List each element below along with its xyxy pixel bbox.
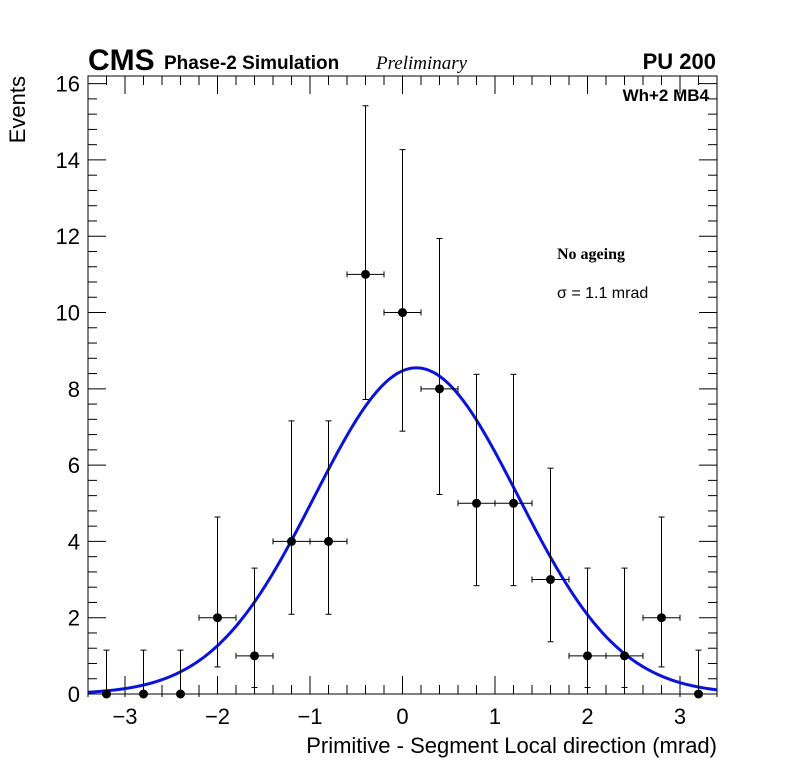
data-point xyxy=(124,649,163,699)
data-marker xyxy=(435,384,444,394)
y-tick-label: 6 xyxy=(68,453,80,478)
data-point xyxy=(161,649,200,699)
data-point xyxy=(642,516,681,668)
cms-label: CMS xyxy=(88,44,155,77)
x-tick-label: −2 xyxy=(205,704,230,729)
x-tick-label: 2 xyxy=(581,704,593,729)
data-marker xyxy=(176,689,185,699)
data-point xyxy=(87,649,126,699)
data-point xyxy=(420,238,459,495)
data-marker xyxy=(213,613,222,623)
y-axis-title: Events xyxy=(5,76,30,143)
y-tick-label: 2 xyxy=(68,606,80,631)
data-marker xyxy=(546,575,555,585)
data-point xyxy=(605,567,644,689)
y-tick-label: 4 xyxy=(68,529,80,554)
x-tick-label: −3 xyxy=(112,704,137,729)
data-point xyxy=(272,420,311,615)
data-point xyxy=(235,567,274,689)
resolution-label: σ = 1.1 mrad xyxy=(557,285,648,302)
simulation-label: Phase-2 Simulation xyxy=(164,53,339,74)
data-marker xyxy=(509,498,518,508)
y-tick-label: 14 xyxy=(56,148,80,173)
data-point xyxy=(531,467,570,643)
y-tick-label: 0 xyxy=(68,682,80,707)
data-point xyxy=(383,149,422,432)
data-marker xyxy=(139,689,148,699)
data-point xyxy=(494,373,533,587)
condition-label: No ageing xyxy=(557,246,625,263)
data-point xyxy=(198,516,237,668)
data-marker xyxy=(324,536,333,546)
category-label: Wh+2 MB4 xyxy=(623,86,710,105)
data-point xyxy=(346,105,385,400)
data-point xyxy=(309,420,348,615)
x-tick-label: 1 xyxy=(489,704,501,729)
data-marker xyxy=(620,651,629,661)
data-marker xyxy=(583,651,592,661)
data-marker xyxy=(694,689,703,699)
y-tick-label: 16 xyxy=(56,72,80,97)
data-marker xyxy=(250,651,259,661)
x-tick-label: −1 xyxy=(297,704,322,729)
data-marker xyxy=(361,269,370,279)
y-tick-label: 12 xyxy=(56,224,80,249)
pileup-label: PU 200 xyxy=(643,49,716,74)
data-marker xyxy=(287,536,296,546)
y-tick-label: 8 xyxy=(68,377,80,402)
data-point xyxy=(568,567,607,689)
preliminary-label: Preliminary xyxy=(375,53,468,74)
y-tick-label: 10 xyxy=(56,301,80,326)
x-tick-label: 0 xyxy=(396,704,408,729)
data-marker xyxy=(472,498,481,508)
data-marker xyxy=(657,613,666,623)
data-marker xyxy=(102,689,111,699)
data-point xyxy=(679,649,718,699)
data-point xyxy=(457,373,496,587)
x-axis-title: Primitive - Segment Local direction (mra… xyxy=(306,733,717,758)
data-marker xyxy=(398,308,407,318)
x-tick-label: 3 xyxy=(674,704,686,729)
